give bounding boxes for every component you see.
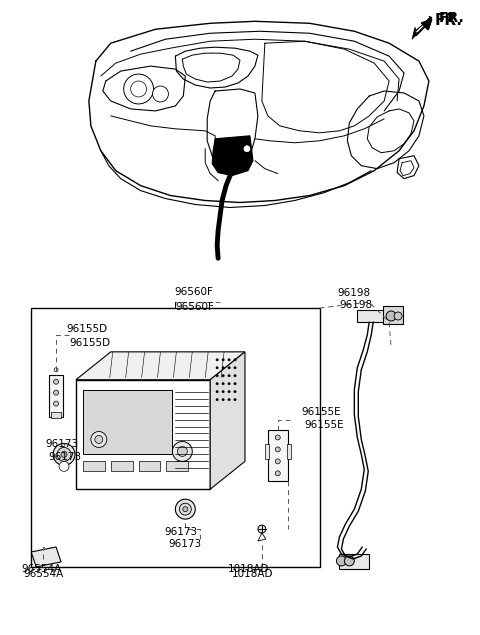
Circle shape xyxy=(344,556,354,566)
Text: 96155E: 96155E xyxy=(301,406,341,417)
Text: 96173: 96173 xyxy=(168,539,202,549)
Circle shape xyxy=(124,74,154,104)
Circle shape xyxy=(228,366,230,369)
Polygon shape xyxy=(76,352,245,380)
Bar xyxy=(31,308,320,567)
Bar xyxy=(167,462,188,471)
Text: 96198: 96198 xyxy=(337,288,371,298)
Circle shape xyxy=(228,382,230,385)
Text: 96560F: 96560F xyxy=(175,302,214,312)
Text: 96173: 96173 xyxy=(48,452,81,462)
Circle shape xyxy=(178,446,187,457)
Circle shape xyxy=(180,503,192,515)
Circle shape xyxy=(216,382,218,385)
Text: 96560F: 96560F xyxy=(174,287,213,297)
Polygon shape xyxy=(412,17,432,39)
Circle shape xyxy=(216,359,218,361)
Bar xyxy=(111,462,132,471)
Circle shape xyxy=(276,459,280,464)
Circle shape xyxy=(386,311,396,321)
Circle shape xyxy=(54,368,58,371)
Text: FR.: FR. xyxy=(435,13,463,29)
Circle shape xyxy=(175,499,195,519)
Circle shape xyxy=(172,441,192,462)
Circle shape xyxy=(336,556,347,566)
Polygon shape xyxy=(31,547,61,567)
Circle shape xyxy=(95,436,103,443)
Bar xyxy=(139,462,160,471)
Circle shape xyxy=(216,366,218,369)
Circle shape xyxy=(222,398,224,401)
Circle shape xyxy=(222,375,224,377)
Circle shape xyxy=(228,398,230,401)
Circle shape xyxy=(234,391,236,393)
Circle shape xyxy=(54,401,59,406)
Circle shape xyxy=(276,435,280,440)
Circle shape xyxy=(276,447,280,452)
Circle shape xyxy=(234,366,236,369)
Text: 96554A: 96554A xyxy=(21,564,61,574)
Circle shape xyxy=(222,382,224,385)
Circle shape xyxy=(276,471,280,476)
Text: 96155D: 96155D xyxy=(69,338,110,348)
Circle shape xyxy=(216,391,218,393)
Bar xyxy=(49,375,63,417)
Circle shape xyxy=(91,432,107,448)
Bar xyxy=(265,444,269,459)
Circle shape xyxy=(222,366,224,369)
Text: 1018AD: 1018AD xyxy=(228,564,270,574)
Circle shape xyxy=(394,312,402,320)
Text: 1018AD: 1018AD xyxy=(232,569,274,579)
Circle shape xyxy=(216,375,218,377)
Circle shape xyxy=(131,81,146,97)
Circle shape xyxy=(244,146,250,152)
Bar xyxy=(83,390,172,455)
Circle shape xyxy=(228,375,230,377)
Circle shape xyxy=(234,382,236,385)
Circle shape xyxy=(222,391,224,393)
Circle shape xyxy=(258,525,266,533)
Text: 96554A: 96554A xyxy=(23,569,63,579)
Bar xyxy=(339,554,369,569)
Circle shape xyxy=(54,390,59,395)
Text: 96155D: 96155D xyxy=(66,324,107,334)
Circle shape xyxy=(53,443,75,465)
Bar xyxy=(76,380,210,489)
Bar xyxy=(357,310,387,322)
Bar xyxy=(383,306,403,324)
Polygon shape xyxy=(212,136,253,176)
Circle shape xyxy=(216,398,218,401)
Circle shape xyxy=(153,86,168,102)
Circle shape xyxy=(54,379,59,384)
Polygon shape xyxy=(210,352,245,489)
Text: 96173: 96173 xyxy=(45,439,78,450)
Circle shape xyxy=(234,359,236,361)
Bar xyxy=(51,411,61,418)
Circle shape xyxy=(61,451,67,457)
Circle shape xyxy=(57,448,71,462)
Bar xyxy=(268,429,288,481)
Circle shape xyxy=(228,359,230,361)
Circle shape xyxy=(59,462,69,471)
Text: 96198: 96198 xyxy=(339,300,372,310)
Circle shape xyxy=(228,391,230,393)
Bar xyxy=(287,444,291,459)
Circle shape xyxy=(234,375,236,377)
Text: 96173: 96173 xyxy=(165,527,198,537)
Circle shape xyxy=(222,359,224,361)
Bar xyxy=(83,462,105,471)
Text: 96155E: 96155E xyxy=(305,420,344,429)
Circle shape xyxy=(183,507,188,512)
Circle shape xyxy=(234,398,236,401)
Text: FR.: FR. xyxy=(439,11,465,25)
